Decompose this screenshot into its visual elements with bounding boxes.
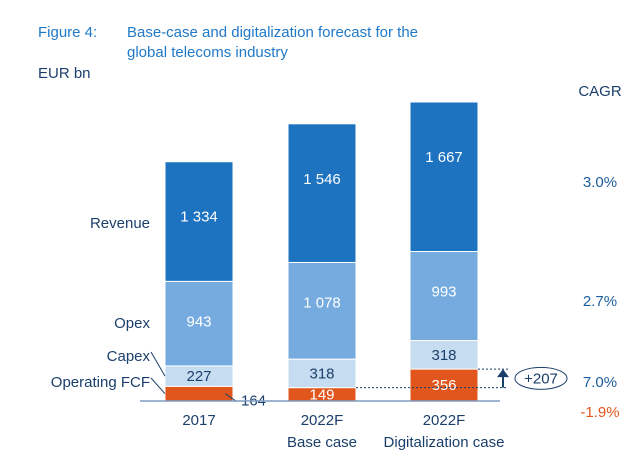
value-label: 356 xyxy=(431,377,456,394)
legend-label: Operating FCF xyxy=(51,374,150,391)
bar-segment xyxy=(164,385,234,402)
x-tick-label: 2022F xyxy=(423,412,466,429)
chart-title: global telecoms industry xyxy=(127,44,288,61)
bar-segment xyxy=(287,358,357,389)
cagr-value: -1.9% xyxy=(580,404,619,421)
x-sublabel: Base case xyxy=(287,434,357,451)
bar-segment xyxy=(287,123,357,263)
annotation-bubble xyxy=(514,366,568,390)
x-tick-label: 2022F xyxy=(301,412,344,429)
value-label: 1 546 xyxy=(303,171,341,188)
value-label: 1 334 xyxy=(180,209,218,226)
x-tick-label: 2017 xyxy=(182,412,215,429)
cagr-value: 3.0% xyxy=(583,174,617,191)
value-label: 943 xyxy=(186,313,211,330)
value-label: 318 xyxy=(431,347,456,364)
unit-label: EUR bn xyxy=(38,65,91,82)
bar-segment xyxy=(287,261,357,360)
figure-label: Figure 4: xyxy=(38,24,97,41)
legend-label: Opex xyxy=(114,315,150,332)
cagr-title: CAGR xyxy=(578,83,622,100)
value-label: 993 xyxy=(431,283,456,300)
value-label: 318 xyxy=(309,365,334,382)
bar-segment xyxy=(164,280,234,367)
value-label: 1 667 xyxy=(425,149,463,166)
legend-label: Revenue xyxy=(90,215,150,232)
chart-title: Base-case and digitalization forecast fo… xyxy=(127,24,418,41)
cagr-value: 7.0% xyxy=(583,374,617,391)
value-label: 227 xyxy=(186,368,211,385)
value-label: 1 078 xyxy=(303,294,341,311)
cagr-value: 2.7% xyxy=(583,293,617,310)
leader-line xyxy=(150,351,166,377)
bar-segment xyxy=(164,161,234,282)
legend-label: Capex xyxy=(107,348,151,365)
x-sublabel: Digitalization case xyxy=(384,434,505,451)
leader-line xyxy=(150,377,166,394)
bar-segment xyxy=(409,101,479,252)
bar-segment xyxy=(409,251,479,342)
value-label: 149 xyxy=(309,386,334,403)
annotation: +207 xyxy=(524,370,558,387)
arrow-head xyxy=(497,369,509,378)
